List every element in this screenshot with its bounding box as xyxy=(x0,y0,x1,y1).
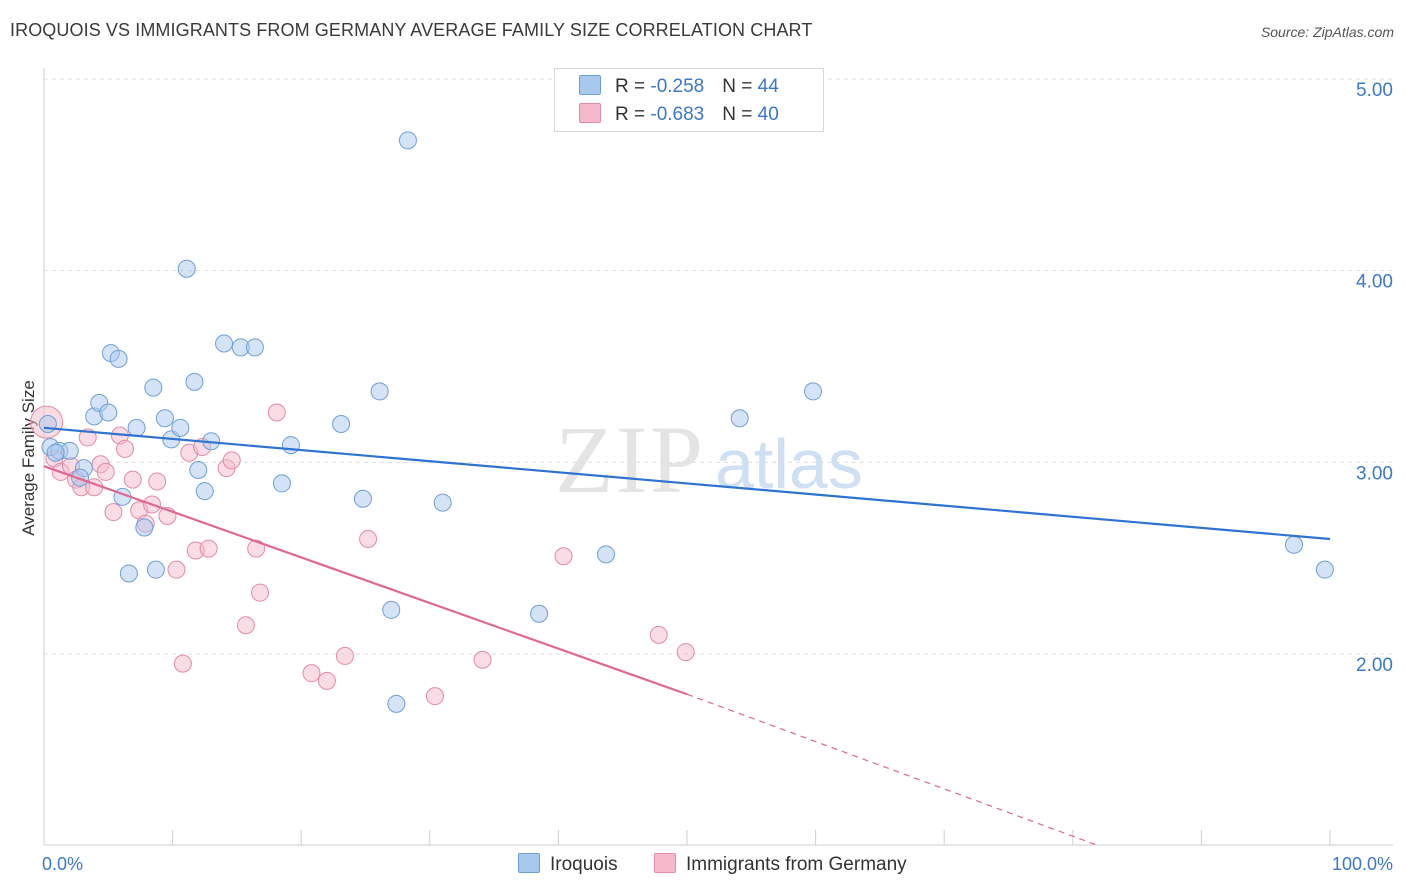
correlation-legend: R = -0.258 N = 44 R = -0.683 N = 40 xyxy=(554,68,824,132)
iroquois-swatch xyxy=(518,853,540,873)
germany-trend-extension xyxy=(686,693,1099,847)
germany-point xyxy=(78,428,97,447)
trend-lines xyxy=(43,426,1331,847)
legend-row-germany: R = -0.683 N = 40 xyxy=(579,103,779,125)
iroquois-point xyxy=(530,604,549,623)
legend-r-value: -0.683 xyxy=(650,104,705,125)
x-tick-label: 0.0% xyxy=(42,854,83,874)
iroquois-point xyxy=(144,378,163,397)
germany-point xyxy=(425,687,444,706)
watermark-atlas: atlas xyxy=(715,425,863,503)
iroquois-point xyxy=(272,474,291,493)
x-tick-label: 100.0% xyxy=(1332,854,1393,874)
iroquois-point xyxy=(730,409,749,428)
iroquois-swatch xyxy=(579,75,601,95)
germany-point xyxy=(251,583,270,602)
iroquois-point xyxy=(387,694,406,713)
germany-point xyxy=(302,664,321,683)
germany-point xyxy=(116,439,135,458)
iroquois-point xyxy=(1315,560,1334,579)
germany-point xyxy=(649,625,668,644)
legend-n-value: 44 xyxy=(757,76,779,97)
iroquois-point xyxy=(119,564,138,583)
series-immigrants-from-germany xyxy=(30,403,695,706)
y-tick-label: 4.00 xyxy=(1356,272,1393,293)
germany-point xyxy=(317,671,336,690)
y-tick-label: 5.00 xyxy=(1356,80,1393,101)
iroquois-point xyxy=(189,461,208,479)
series-iroquois xyxy=(38,131,1334,713)
iroquois-point xyxy=(1284,535,1303,554)
germany-point xyxy=(222,451,241,470)
germany-point xyxy=(123,470,142,489)
legend-row-iroquois: R = -0.258 N = 44 xyxy=(579,75,779,97)
legend-r-label: R = xyxy=(615,104,651,125)
germany-swatch xyxy=(654,853,676,873)
bottom-legend-iroquois: Iroquois xyxy=(518,853,618,876)
germany-point xyxy=(554,547,573,566)
bottom-legend-label: Iroquois xyxy=(550,854,618,875)
germany-point xyxy=(247,539,266,558)
iroquois-point xyxy=(433,493,452,512)
legend-r-value: -0.258 xyxy=(650,76,705,97)
germany-point xyxy=(359,530,378,548)
iroquois-point xyxy=(146,560,165,579)
iroquois-point xyxy=(99,403,118,422)
germany-point xyxy=(173,654,192,673)
iroquois-point xyxy=(155,409,174,428)
tick-labels: 2.00 3.00 4.00 5.00 0.0% 100.0% xyxy=(42,80,1393,874)
germany-point xyxy=(676,643,695,662)
iroquois-point xyxy=(109,349,128,368)
iroquois-point xyxy=(71,468,90,487)
legend-r-label: R = xyxy=(615,76,651,97)
legend-n-label: N = xyxy=(722,76,758,97)
iroquois-point xyxy=(46,443,65,462)
iroquois-point xyxy=(195,482,214,501)
watermark: ZIP atlas xyxy=(555,406,863,513)
iroquois-point xyxy=(177,259,196,278)
legend-n-value: 40 xyxy=(757,104,779,125)
axes xyxy=(43,68,1393,846)
chart-title: IROQUOIS VS IMMIGRANTS FROM GERMANY AVER… xyxy=(10,20,813,40)
germany-point xyxy=(267,403,286,422)
iroquois-trend-line xyxy=(43,426,1331,541)
iroquois-point xyxy=(171,418,190,437)
germany-point xyxy=(473,650,492,669)
iroquois-point xyxy=(804,382,823,401)
legend-n-label: N = xyxy=(722,104,758,125)
iroquois-point xyxy=(596,545,615,564)
watermark-zip: ZIP xyxy=(555,406,705,513)
germany-point xyxy=(199,539,218,558)
y-axis-label: Average Family Size xyxy=(19,380,38,536)
iroquois-point xyxy=(245,338,264,357)
iroquois-point xyxy=(127,418,146,437)
iroquois-point xyxy=(281,436,300,455)
germany-point xyxy=(148,472,167,491)
iroquois-point xyxy=(353,489,372,508)
iroquois-point xyxy=(135,518,154,537)
bottom-legend-germany: Immigrants from Germany xyxy=(654,853,907,876)
germany-swatch xyxy=(579,103,601,123)
grid-lines xyxy=(44,78,1393,655)
iroquois-point xyxy=(215,334,234,353)
germany-point xyxy=(167,560,186,579)
germany-point xyxy=(236,616,255,635)
iroquois-point xyxy=(38,415,57,433)
iroquois-point xyxy=(332,415,351,433)
iroquois-point xyxy=(382,600,401,619)
iroquois-point xyxy=(398,131,417,150)
y-tick-label: 3.00 xyxy=(1356,463,1393,484)
germany-point xyxy=(96,462,115,481)
iroquois-point xyxy=(185,372,204,391)
source-label: Source: ZipAtlas.com xyxy=(1260,24,1394,40)
germany-point xyxy=(104,503,123,522)
bottom-legend-label: Immigrants from Germany xyxy=(686,854,907,875)
y-tick-label: 2.00 xyxy=(1356,655,1393,676)
iroquois-point xyxy=(370,382,389,401)
germany-trend-line xyxy=(43,465,688,696)
germany-point xyxy=(335,646,354,665)
